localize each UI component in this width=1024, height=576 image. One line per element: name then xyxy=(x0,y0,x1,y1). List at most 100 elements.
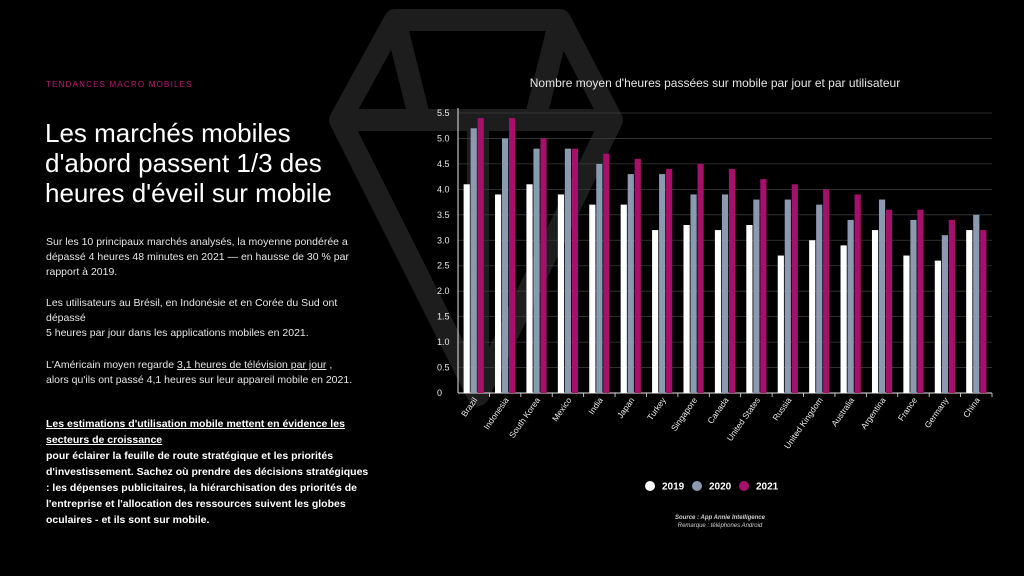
paragraph-top-markets: Les utilisateurs au Brésil, en Indonésie… xyxy=(46,296,366,341)
tv-mid-text: , xyxy=(326,359,333,371)
section-eyebrow: TENDANCES MACRO MOBILES xyxy=(46,80,193,89)
paragraph-growth-sectors: Les estimations d'utilisation mobile met… xyxy=(46,416,371,528)
x-tick-label: United States xyxy=(725,395,762,443)
bar-2019 xyxy=(589,204,596,393)
y-tick-label: 5.5 xyxy=(437,108,450,118)
legend-marker-2020 xyxy=(692,481,702,491)
y-tick-label: 3.5 xyxy=(437,210,450,220)
y-tick-label: 4.5 xyxy=(437,159,450,169)
y-tick-label: 5.0 xyxy=(437,133,450,143)
bar-2021 xyxy=(634,158,641,393)
legend-marker-2019 xyxy=(645,481,655,491)
bar-2019 xyxy=(746,225,753,393)
legend-label-2021: 2021 xyxy=(756,482,779,493)
tv-before-text: L'Américain moyen regarde xyxy=(46,359,177,371)
bar-2019 xyxy=(966,230,973,393)
x-tick-label: China xyxy=(961,395,982,419)
legend-label-2019: 2019 xyxy=(662,482,685,493)
growth-sectors-highlight: Les estimations d'utilisation mobile met… xyxy=(46,418,345,446)
bar-2019 xyxy=(526,184,533,393)
source-line: Source : App Annie Intelligence xyxy=(675,515,765,521)
x-tick-label: Canada xyxy=(705,395,730,425)
bar-2020 xyxy=(659,174,666,393)
bar-2019 xyxy=(620,204,627,393)
bar-2020 xyxy=(941,235,948,393)
x-tick-label: Germany xyxy=(922,395,951,430)
bar-2019 xyxy=(809,240,816,393)
x-tick-label: Singapore xyxy=(669,395,700,433)
bar-2019 xyxy=(463,184,470,393)
chart-title: Nombre moyen d'heures passées sur mobile… xyxy=(529,76,901,90)
x-tick-label: Australia xyxy=(829,395,856,428)
x-tick-label: India xyxy=(586,395,605,416)
bar-2020 xyxy=(533,148,540,393)
bar-2021 xyxy=(948,219,955,393)
bar-2021 xyxy=(791,184,798,393)
remark-line: Remarque : téléphones Android xyxy=(677,523,763,529)
y-tick-label: 1.0 xyxy=(437,337,450,347)
bar-2021 xyxy=(571,148,579,393)
bar-2021 xyxy=(603,153,610,393)
bar-2021 xyxy=(477,118,484,393)
y-tick-label: 4.0 xyxy=(437,184,450,194)
bar-2019 xyxy=(871,230,879,393)
y-tick-label: 3.0 xyxy=(437,235,450,245)
page-title: Les marchés mobiles d'abord passent 1/3 … xyxy=(45,118,332,208)
bar-2020 xyxy=(878,199,886,393)
y-tick-label: 2.0 xyxy=(437,286,450,296)
tv-hours-link[interactable]: 3,1 heures de télévision par jour xyxy=(176,359,327,371)
legend-label-2020: 2020 xyxy=(709,482,732,493)
bar-2021 xyxy=(760,179,767,393)
bar-2019 xyxy=(557,194,565,393)
bar-2021 xyxy=(697,163,704,393)
chart-source-note: Source : App Annie Intelligence Remarque… xyxy=(610,514,830,530)
tv-after-text: alors qu'ils ont passé 4,1 heures sur le… xyxy=(46,374,353,386)
bar-2021 xyxy=(823,189,830,393)
bar-2021 xyxy=(728,169,736,393)
legend-marker-2021 xyxy=(739,481,749,491)
y-tick-label: 0.5 xyxy=(437,363,450,373)
bar-2019 xyxy=(840,245,847,393)
paragraph-weighted-average: Sur les 10 principaux marchés analysés, … xyxy=(46,236,349,278)
bar-2020 xyxy=(910,219,917,393)
bar-2021 xyxy=(980,230,987,393)
growth-sectors-text: pour éclairer la feuille de route straté… xyxy=(46,450,369,526)
x-tick-label: Mexico xyxy=(550,395,574,423)
bar-2020 xyxy=(470,128,477,394)
y-tick-label: 1.5 xyxy=(437,312,450,322)
bar-2020 xyxy=(502,138,509,393)
x-tick-label: Indonesia xyxy=(481,395,510,431)
bar-2020 xyxy=(847,219,854,393)
bar-2021 xyxy=(885,209,893,393)
y-tick-label: 2.5 xyxy=(437,261,450,271)
x-tick-label: Argentina xyxy=(859,395,888,431)
bar-2021 xyxy=(509,118,516,393)
bar-2021 xyxy=(666,169,673,393)
bar-2021 xyxy=(854,194,861,393)
bar-2019 xyxy=(903,255,910,393)
bar-2019 xyxy=(714,230,722,393)
bar-2020 xyxy=(690,194,697,393)
paragraph-tv-comparison: L'Américain moyen regarde 3,1 heures de … xyxy=(46,358,361,388)
bar-2020 xyxy=(596,163,603,393)
bar-2019 xyxy=(934,260,941,393)
bar-2020 xyxy=(627,174,634,393)
bar-2020 xyxy=(816,204,823,393)
bar-2021 xyxy=(540,138,547,393)
bar-2020 xyxy=(784,199,791,393)
bar-2019 xyxy=(777,255,784,393)
bar-2019 xyxy=(652,230,659,393)
paragraph-top-markets-line1: Les utilisateurs au Brésil, en Indonésie… xyxy=(46,297,338,324)
x-tick-label: Russia xyxy=(770,395,793,422)
bar-2019 xyxy=(683,225,690,393)
bar-2021 xyxy=(917,209,924,393)
x-tick-label: France xyxy=(896,395,920,423)
bar-2020 xyxy=(753,199,760,393)
bar-2020 xyxy=(973,214,980,393)
x-tick-label: South Korea xyxy=(507,395,542,440)
bar-2020 xyxy=(564,148,572,393)
x-tick-label: Japan xyxy=(615,395,637,420)
x-tick-label: Turkey xyxy=(645,395,668,422)
paragraph-top-markets-line2: 5 heures par jour dans les applications … xyxy=(46,327,309,339)
